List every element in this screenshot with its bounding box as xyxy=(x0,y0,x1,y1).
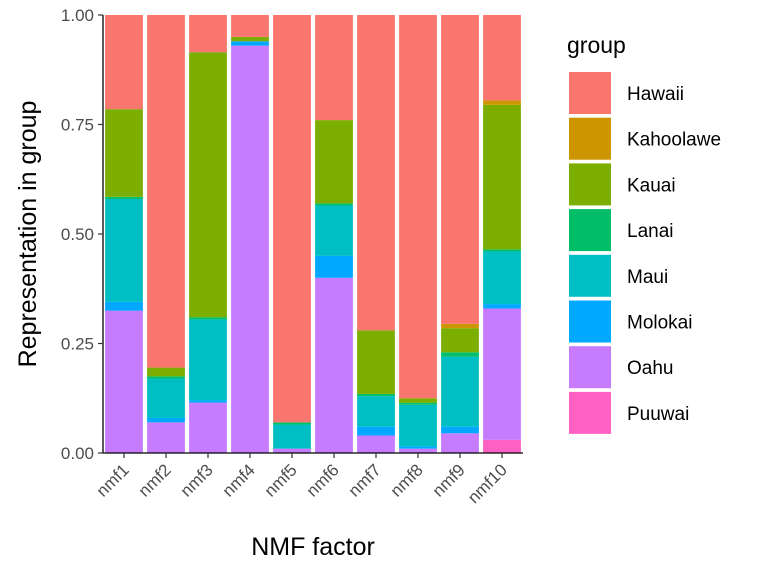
x-tick-label: nmf7 xyxy=(345,460,385,500)
bar-nmf2-hawaii xyxy=(147,15,185,368)
y-axis-title: Representation in group xyxy=(14,101,42,368)
bars-group xyxy=(105,15,521,453)
bar-nmf5-maui xyxy=(273,424,311,449)
bar-nmf4-kauai xyxy=(231,36,269,42)
bar-nmf9-maui xyxy=(441,356,479,427)
bar-nmf5-lanai xyxy=(273,422,311,425)
bar-nmf3-oahu xyxy=(189,402,227,453)
bar-nmf6-oahu xyxy=(315,277,353,453)
bar-nmf6-lanai xyxy=(315,203,353,206)
legend-label-kauai: Kauai xyxy=(627,175,676,196)
bar-nmf10-kauai xyxy=(483,104,521,250)
bar-nmf1-hawaii xyxy=(105,15,143,110)
bar-nmf3-lanai xyxy=(189,317,227,320)
bar-nmf9-oahu xyxy=(441,433,479,453)
bar-nmf10-maui xyxy=(483,251,521,305)
bar-nmf1-kauai xyxy=(105,109,143,197)
bar-nmf8-lanai xyxy=(399,402,437,405)
bar-nmf10-molokai xyxy=(483,304,521,309)
bar-nmf6-kauai xyxy=(315,120,353,204)
bar-nmf1-lanai xyxy=(105,196,143,199)
x-tick-label: nmf1 xyxy=(93,460,133,500)
legend-key-kauai xyxy=(569,163,611,206)
bar-nmf10-puuwai xyxy=(483,439,521,453)
legend-key-kahoolawe xyxy=(569,117,611,160)
bar-nmf4-oahu xyxy=(231,45,269,453)
bar-nmf4-hawaii xyxy=(231,15,269,37)
bar-nmf1-maui xyxy=(105,198,143,302)
bar-nmf2-kauai xyxy=(147,367,185,377)
bar-nmf4-molokai xyxy=(231,41,269,46)
bar-nmf1-molokai xyxy=(105,301,143,311)
bar-nmf9-molokai xyxy=(441,426,479,434)
legend-title: group xyxy=(567,32,626,58)
bar-nmf8-oahu xyxy=(399,448,437,453)
bar-nmf10-lanai xyxy=(483,249,521,252)
bar-nmf9-kahoolawe xyxy=(441,323,479,329)
bar-nmf7-hawaii xyxy=(357,15,395,331)
legend-label-lanai: Lanai xyxy=(627,221,674,242)
bar-nmf3-molokai xyxy=(189,400,227,403)
legend-key-puuwai xyxy=(569,391,611,434)
bar-nmf6-molokai xyxy=(315,255,353,278)
y-tick-label: 0.50 xyxy=(61,225,94,244)
bar-nmf3-kauai xyxy=(189,52,227,318)
x-tick-label: nmf9 xyxy=(429,460,469,500)
bar-nmf7-kauai xyxy=(357,330,395,394)
bar-nmf2-oahu xyxy=(147,422,185,453)
bar-nmf10-hawaii xyxy=(483,15,521,101)
bar-nmf2-molokai xyxy=(147,417,185,423)
x-tick-label: nmf4 xyxy=(219,460,259,500)
legend-label-puuwai: Puuwai xyxy=(627,404,689,425)
legend-label-molokai: Molokai xyxy=(627,313,692,334)
bar-nmf10-oahu xyxy=(483,308,521,440)
bar-nmf8-molokai xyxy=(399,446,437,449)
bar-nmf1-oahu xyxy=(105,310,143,453)
bar-nmf6-maui xyxy=(315,205,353,256)
y-axis: 0.00 0.25 0.50 0.75 1.00 xyxy=(61,6,104,463)
x-tick-label: nmf3 xyxy=(177,460,217,500)
legend-label-oahu: Oahu xyxy=(627,358,673,379)
y-tick-label: 1.00 xyxy=(61,6,94,25)
legend-label-maui: Maui xyxy=(627,267,668,288)
x-axis-title: NMF factor xyxy=(251,533,375,561)
x-axis: nmf1 nmf2 nmf3 nmf4 nmf5 nmf6 nmf7 nmf8 nmf9nmf1… xyxy=(93,452,523,507)
bar-nmf7-molokai xyxy=(357,426,395,436)
bar-nmf7-oahu xyxy=(357,435,395,453)
bar-nmf10-kahoolawe xyxy=(483,100,521,105)
legend-key-oahu xyxy=(569,346,611,389)
bar-nmf7-lanai xyxy=(357,393,395,397)
legend-key-maui xyxy=(569,254,611,297)
bar-nmf8-maui xyxy=(399,404,437,447)
x-tick-label: nmf10 xyxy=(464,460,511,507)
legend-key-hawaii xyxy=(569,72,611,114)
bar-nmf9-hawaii xyxy=(441,15,479,324)
bar-nmf3-hawaii xyxy=(189,15,227,53)
bar-nmf7-maui xyxy=(357,396,395,427)
legend-key-lanai xyxy=(569,209,611,252)
x-tick-label: nmf8 xyxy=(387,460,427,500)
legend-label-kahoolawe: Kahoolawe xyxy=(627,130,721,151)
y-tick-label: 0.75 xyxy=(61,116,94,135)
bar-nmf2-maui xyxy=(147,378,185,418)
bar-nmf8-kauai xyxy=(399,398,437,403)
bar-nmf8-hawaii xyxy=(399,15,437,399)
legend-label-hawaii: Hawaii xyxy=(627,84,684,105)
legend: group Hawaii Kahoolawe Kauai Lanai Maui Molok… xyxy=(567,32,721,434)
x-tick-label: nmf5 xyxy=(261,460,301,500)
bar-nmf5-oahu xyxy=(273,448,311,453)
x-tick-label: nmf6 xyxy=(303,460,343,500)
bar-nmf2-lanai xyxy=(147,376,185,379)
bar-nmf5-hawaii xyxy=(273,15,311,423)
x-tick-label: nmf2 xyxy=(135,460,175,500)
legend-key-molokai xyxy=(569,300,611,343)
bar-nmf6-hawaii xyxy=(315,15,353,121)
y-tick-label: 0.25 xyxy=(61,335,94,354)
bar-nmf9-lanai xyxy=(441,352,479,357)
bar-nmf9-kauai xyxy=(441,328,479,353)
bar-nmf3-maui xyxy=(189,319,227,401)
y-tick-label: 0.00 xyxy=(61,444,94,463)
